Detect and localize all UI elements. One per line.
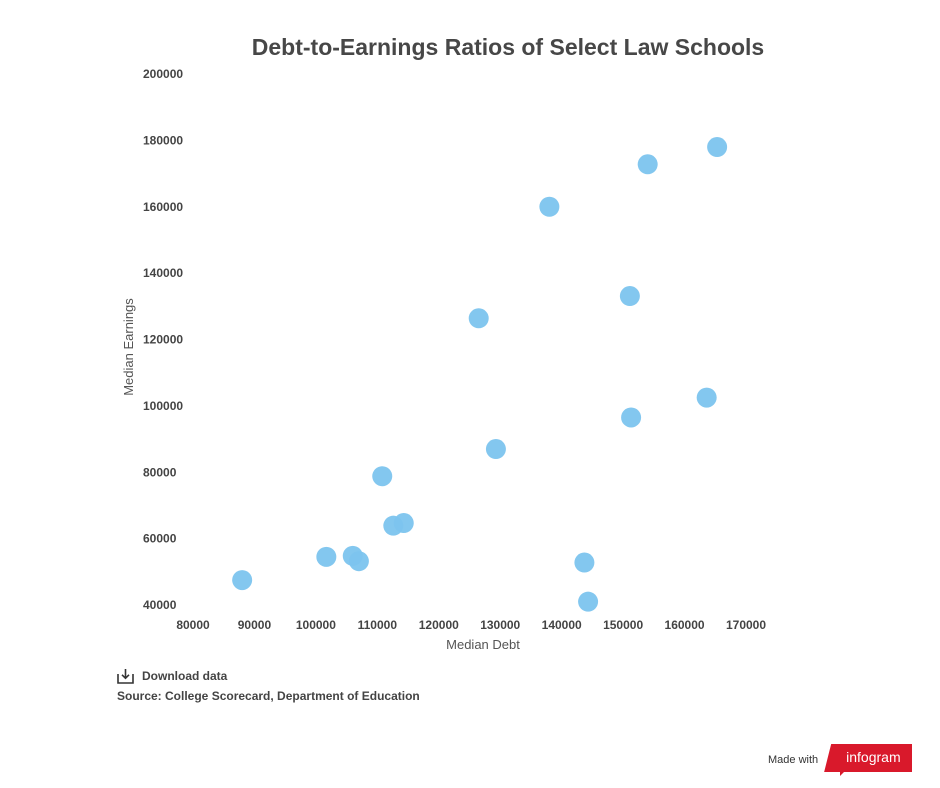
made-with-label: Made with — [768, 754, 819, 766]
source-note: Source: College Scorecard, Department of… — [117, 689, 420, 703]
y-tick-label: 120000 — [143, 333, 183, 347]
scatter-point[interactable] — [637, 154, 658, 175]
x-tick-label: 130000 — [480, 618, 520, 632]
scatter-chart: 40000 60000 80000 100000 120000 140000 160000 1… — [121, 67, 766, 652]
scatter-point[interactable] — [485, 439, 506, 460]
scatter-point[interactable] — [468, 308, 489, 329]
scatter-point[interactable] — [393, 513, 414, 534]
y-tick-label: 60000 — [143, 532, 177, 546]
download-icon — [117, 668, 134, 684]
scatter-point[interactable] — [707, 137, 728, 158]
y-tick-label: 180000 — [143, 133, 183, 147]
scatter-point[interactable] — [348, 551, 369, 572]
x-tick-label: 140000 — [542, 618, 582, 632]
scatter-point[interactable] — [316, 546, 337, 567]
download-data-link[interactable]: Download data — [117, 668, 420, 684]
scatter-point[interactable] — [621, 407, 642, 428]
y-tick-label: 200000 — [143, 67, 183, 81]
infogram-logo-text: infogram — [846, 749, 901, 765]
chart-title: Debt-to-Earnings Ratios of Select Law Sc… — [251, 34, 765, 60]
scatter-point[interactable] — [696, 387, 717, 408]
x-tick-label: 150000 — [603, 618, 643, 632]
x-axis-label: Median Debt — [446, 637, 520, 652]
x-tick-label: 120000 — [419, 618, 459, 632]
x-axis-ticks: 80000 90000 100000 110000 120000 130000 140000… — [176, 618, 766, 632]
scatter-point[interactable] — [574, 552, 595, 573]
x-tick-label: 110000 — [358, 618, 398, 632]
chart-footer: Download data Source: College Scorecard,… — [117, 668, 420, 703]
y-tick-label: 140000 — [143, 266, 183, 280]
x-tick-label: 160000 — [665, 618, 705, 632]
infogram-badge[interactable]: Made with infogram — [768, 744, 913, 776]
y-tick-label: 160000 — [143, 200, 183, 214]
data-points — [232, 137, 728, 612]
scatter-point[interactable] — [578, 591, 599, 612]
scatter-point[interactable] — [619, 286, 640, 307]
scatter-point[interactable] — [372, 466, 393, 487]
scatter-point[interactable] — [539, 196, 560, 217]
y-tick-label: 80000 — [143, 465, 177, 479]
x-tick-label: 80000 — [176, 618, 210, 632]
infogram-logo: infogram — [824, 744, 913, 776]
y-axis-label: Median Earnings — [121, 298, 136, 396]
x-tick-label: 90000 — [238, 618, 272, 632]
y-tick-label: 40000 — [143, 598, 177, 612]
y-tick-label: 100000 — [143, 399, 183, 413]
scatter-point[interactable] — [232, 570, 253, 591]
x-tick-label: 100000 — [296, 618, 336, 632]
y-axis-ticks: 40000 60000 80000 100000 120000 140000 160000 1… — [143, 67, 183, 612]
download-data-label: Download data — [142, 669, 228, 683]
x-tick-label: 170000 — [726, 618, 766, 632]
